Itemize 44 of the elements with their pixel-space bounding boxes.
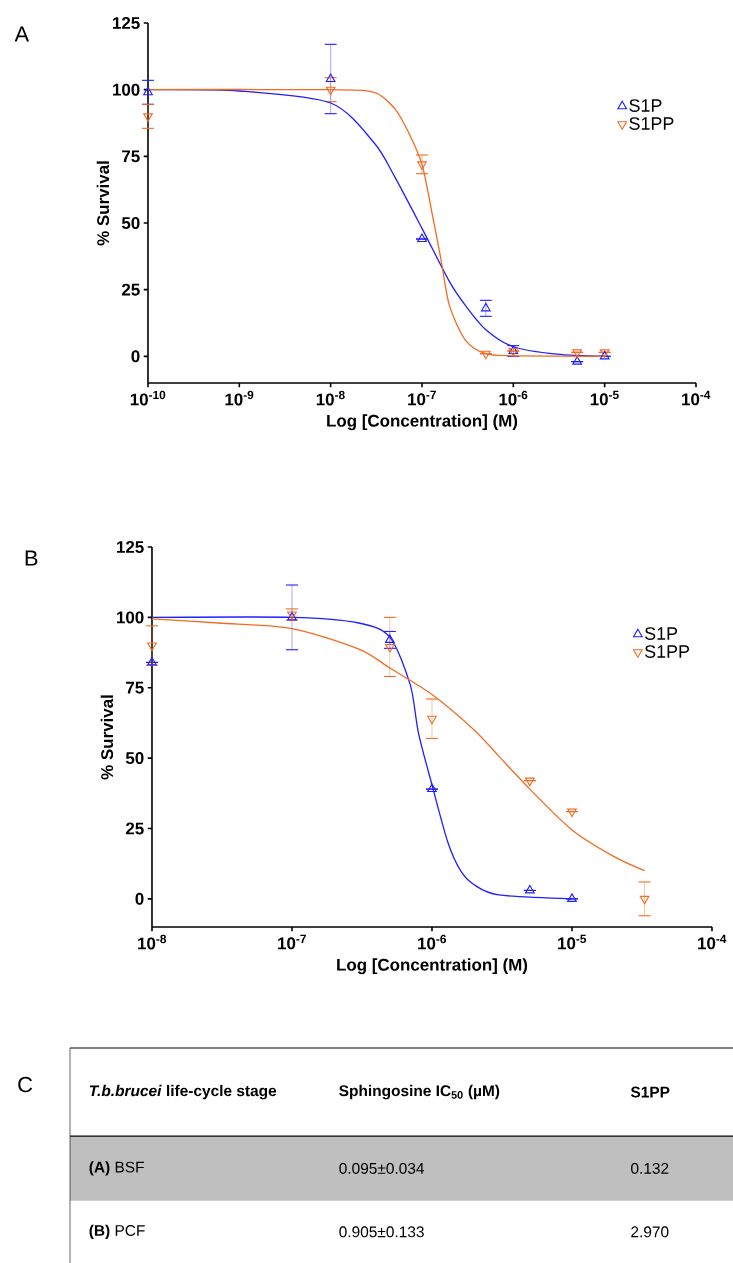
y-tick-label: 125 bbox=[117, 541, 144, 554]
legend-label: S1PP bbox=[629, 117, 674, 130]
y-tick-label: 100 bbox=[117, 611, 144, 624]
text: A bbox=[14, 26, 30, 42]
x-tick-label: 10$^{-4}$ bbox=[682, 390, 711, 406]
y-tick-label: 75 bbox=[126, 681, 144, 694]
y-axis-title: % Survival bbox=[100, 695, 114, 780]
text: Sphingosine IC$_{50}$ (µM) bbox=[339, 1084, 500, 1100]
y-axis-title: % Survival bbox=[96, 161, 110, 246]
legend-label: S1P bbox=[644, 627, 678, 640]
text: 0.132 bbox=[631, 1162, 669, 1174]
text: (B) PCF bbox=[89, 1224, 145, 1240]
text: 2.970 bbox=[631, 1226, 669, 1238]
x-tick-label: 10$^{-4}$ bbox=[698, 934, 727, 950]
text: C bbox=[18, 1076, 33, 1093]
x-tick-label: 10$^{-6}$ bbox=[418, 934, 447, 950]
legend-label: S1PP bbox=[644, 645, 690, 658]
x-tick-label: 10$^{-9}$ bbox=[225, 390, 254, 406]
y-tick-label: 50 bbox=[125, 752, 144, 765]
x-tick-label: 10$^{-7}$ bbox=[278, 934, 306, 950]
x-tick-label: 10$^{-8}$ bbox=[316, 390, 345, 406]
text: 0.905±0.133 bbox=[339, 1226, 424, 1238]
x-tick-label: 10$^{-5}$ bbox=[590, 390, 619, 406]
x-axis-title: Log [Concentration] (M) bbox=[337, 958, 528, 975]
x-tick-label: 10$^{-8}$ bbox=[138, 934, 167, 950]
y-tick-label: 75 bbox=[122, 150, 140, 163]
y-tick-label: 50 bbox=[121, 217, 140, 229]
y-tick-label: 25 bbox=[125, 822, 144, 835]
text: S1PP bbox=[630, 1086, 670, 1098]
y-tick-label: 125 bbox=[113, 17, 140, 29]
x-tick-label: 10$^{-6}$ bbox=[499, 390, 528, 406]
y-tick-label: 25 bbox=[121, 283, 140, 296]
text: (A) BSF bbox=[89, 1161, 144, 1176]
y-tick-label: 0 bbox=[135, 892, 144, 905]
text: B bbox=[25, 550, 38, 566]
y-tick-label: 0 bbox=[131, 350, 140, 363]
text: 0.095±0.034 bbox=[339, 1162, 425, 1174]
x-tick-label: 10$^{-7}$ bbox=[408, 390, 436, 406]
text: T.b.brucei life-cycle stage bbox=[89, 1084, 277, 1100]
legend-label: S1P bbox=[629, 99, 662, 112]
x-axis-title: Log [Concentration] (M) bbox=[327, 414, 518, 431]
x-tick-label: 10$^{-5}$ bbox=[558, 934, 587, 950]
y-tick-label: 100 bbox=[113, 83, 140, 96]
x-tick-label: 10$^{-10}$ bbox=[130, 390, 166, 406]
